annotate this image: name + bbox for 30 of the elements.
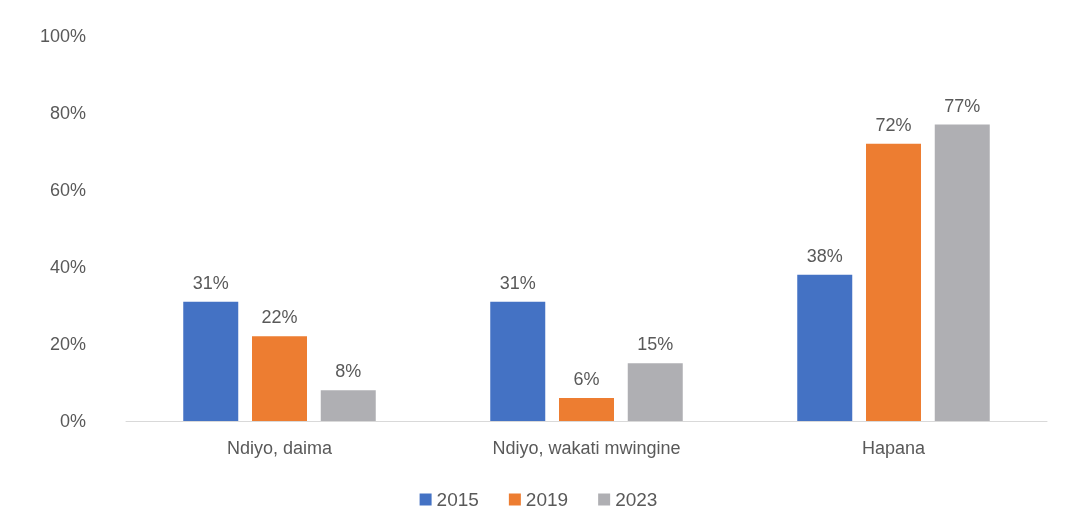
bar	[866, 143, 921, 421]
bar	[183, 301, 239, 421]
bar	[934, 124, 990, 421]
legend-label: 2019	[525, 489, 569, 510]
x-tick-label: Hapana	[861, 438, 927, 458]
data-label: 8%	[335, 361, 362, 382]
y-tick-label: 40%	[49, 257, 86, 277]
legend-label: 2015	[436, 489, 479, 510]
legend-label: 2023	[615, 489, 658, 510]
bar	[797, 274, 853, 421]
y-tick-label: 80%	[49, 103, 86, 123]
y-tick-label: 0%	[59, 411, 86, 431]
data-label: 31%	[192, 272, 229, 293]
data-label: 72%	[875, 114, 912, 135]
bar	[320, 390, 376, 421]
bar	[490, 301, 546, 421]
data-label: 22%	[261, 307, 298, 328]
data-label: 38%	[806, 245, 843, 266]
data-label: 15%	[637, 334, 674, 355]
y-tick-label: 20%	[49, 334, 86, 354]
bar	[559, 397, 614, 421]
bar	[252, 336, 307, 421]
x-tick-label: Ndiyo, wakati mwingine	[492, 438, 681, 458]
data-label: 77%	[944, 95, 981, 116]
y-tick-label: 60%	[49, 180, 86, 200]
data-label: 31%	[499, 272, 536, 293]
data-label: 6%	[573, 368, 600, 389]
y-tick-label: 100%	[39, 26, 86, 46]
x-tick-label: Ndiyo, daima	[226, 438, 334, 458]
bar	[627, 363, 683, 421]
